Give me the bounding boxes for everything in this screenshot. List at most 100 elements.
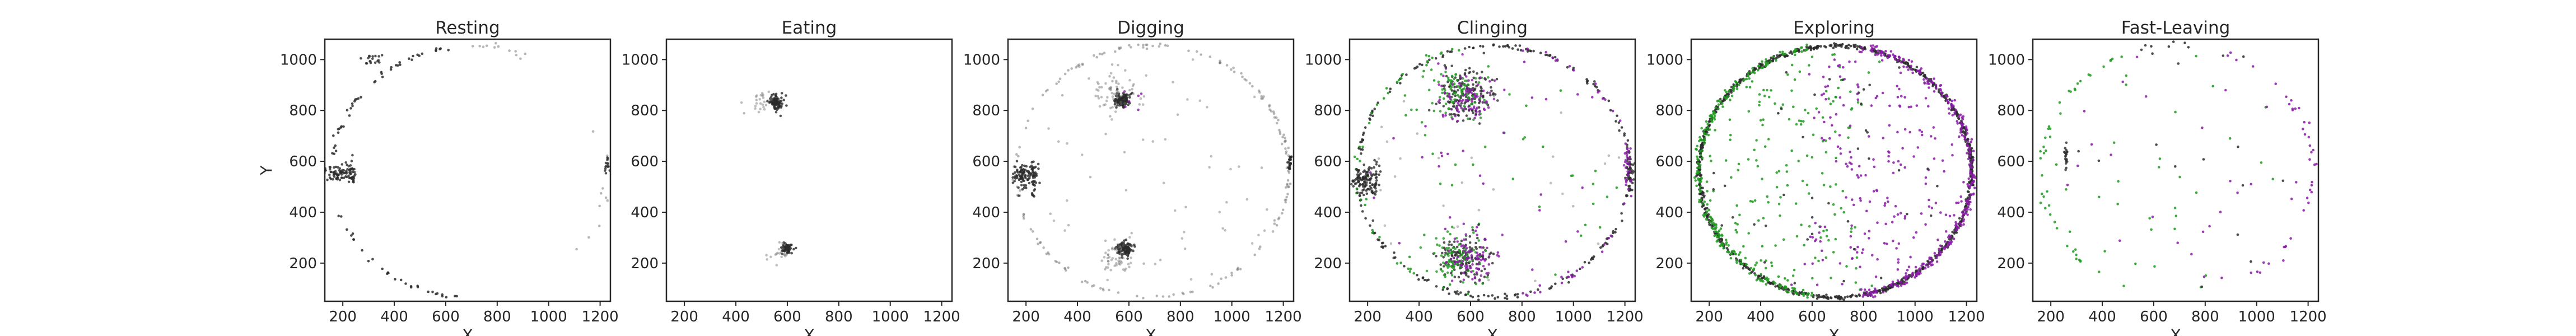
- data-point: [1467, 71, 1471, 74]
- data-point: [2041, 174, 2043, 177]
- data-point: [1855, 267, 1858, 270]
- data-point: [1696, 157, 1699, 161]
- data-point: [1597, 91, 1599, 94]
- data-point: [1458, 259, 1461, 263]
- data-point: [1460, 76, 1463, 79]
- data-point: [1446, 271, 1449, 274]
- data-point: [2075, 253, 2078, 256]
- data-point: [1382, 241, 1384, 245]
- data-point: [1286, 179, 1290, 182]
- data-point: [1375, 176, 1378, 179]
- x-tick-label: 1200: [923, 309, 960, 325]
- data-point: [1868, 157, 1870, 160]
- data-point: [1907, 59, 1911, 62]
- data-point: [604, 196, 608, 199]
- y-tick-label: 600: [972, 153, 1000, 170]
- data-point: [1258, 91, 1261, 94]
- data-point: [418, 54, 421, 57]
- data-point: [2228, 137, 2232, 140]
- data-point: [1774, 244, 1777, 247]
- data-point: [399, 63, 402, 66]
- data-point: [354, 173, 357, 176]
- data-point: [1551, 56, 1554, 59]
- data-point: [1810, 216, 1814, 219]
- data-point: [1443, 88, 1446, 92]
- data-point: [1477, 298, 1480, 301]
- data-point: [1498, 45, 1501, 48]
- data-point: [1140, 92, 1143, 95]
- data-point: [1703, 200, 1706, 203]
- data-point: [1621, 220, 1623, 222]
- data-point: [1714, 223, 1718, 226]
- data-point: [1951, 114, 1954, 116]
- data-point: [1748, 77, 1751, 80]
- data-point: [1758, 278, 1761, 281]
- data-point: [1753, 148, 1756, 152]
- data-point: [1075, 66, 1078, 69]
- data-point: [1868, 288, 1871, 291]
- data-point: [1032, 171, 1035, 174]
- data-point: [1698, 156, 1701, 158]
- data-point: [1748, 86, 1752, 89]
- data-point: [1460, 245, 1463, 248]
- data-point: [1819, 236, 1822, 239]
- data-point: [1875, 45, 1878, 48]
- data-point: [1400, 77, 1403, 80]
- data-point: [1836, 145, 1840, 148]
- data-point: [1014, 165, 1016, 169]
- data-point: [1840, 45, 1843, 48]
- data-point: [1861, 295, 1864, 298]
- data-point: [1790, 52, 1794, 55]
- data-point: [1967, 190, 1970, 194]
- data-point: [1576, 93, 1579, 96]
- data-point: [785, 248, 787, 251]
- data-point: [2150, 228, 2153, 231]
- data-point: [1118, 244, 1121, 248]
- data-point: [1425, 64, 1428, 67]
- data-point: [1449, 83, 1452, 86]
- data-point: [1903, 96, 1906, 99]
- data-point: [2258, 271, 2262, 274]
- data-point: [1926, 167, 1929, 170]
- data-point: [1832, 46, 1835, 50]
- data-point: [1111, 106, 1114, 109]
- data-point: [377, 59, 380, 62]
- data-point: [1628, 164, 1631, 167]
- data-point: [1903, 166, 1906, 169]
- data-point: [1187, 49, 1190, 53]
- data-point: [1970, 147, 1973, 150]
- data-point: [1240, 72, 1243, 75]
- data-point: [1606, 242, 1609, 246]
- data-point: [1448, 216, 1452, 219]
- y-tick-label: 1000: [622, 52, 659, 68]
- data-point: [1136, 295, 1138, 297]
- data-point: [1108, 288, 1110, 292]
- data-point: [2310, 151, 2313, 154]
- data-point: [1868, 292, 1872, 295]
- data-point: [1625, 181, 1628, 184]
- data-point: [1594, 82, 1597, 85]
- data-point: [1476, 72, 1478, 75]
- data-point: [1111, 80, 1114, 83]
- data-point: [1887, 160, 1890, 163]
- data-point: [1747, 74, 1750, 77]
- data-point: [1121, 254, 1123, 256]
- plot-frame: [665, 38, 953, 302]
- data-point: [1478, 99, 1481, 102]
- data-point: [1444, 71, 1447, 73]
- y-tick-label: 200: [289, 255, 317, 272]
- data-point: [1031, 168, 1034, 171]
- data-point: [1933, 157, 1936, 160]
- data-point: [342, 176, 346, 180]
- data-point: [1747, 158, 1750, 161]
- data-point: [387, 272, 390, 275]
- data-point: [1797, 160, 1800, 162]
- data-point: [774, 111, 778, 114]
- data-point: [1378, 239, 1380, 242]
- data-point: [1594, 169, 1597, 172]
- data-point: [1435, 255, 1438, 258]
- data-point: [2307, 201, 2310, 204]
- data-point: [1695, 184, 1698, 188]
- data-point: [2102, 65, 2105, 68]
- data-point: [1465, 258, 1468, 261]
